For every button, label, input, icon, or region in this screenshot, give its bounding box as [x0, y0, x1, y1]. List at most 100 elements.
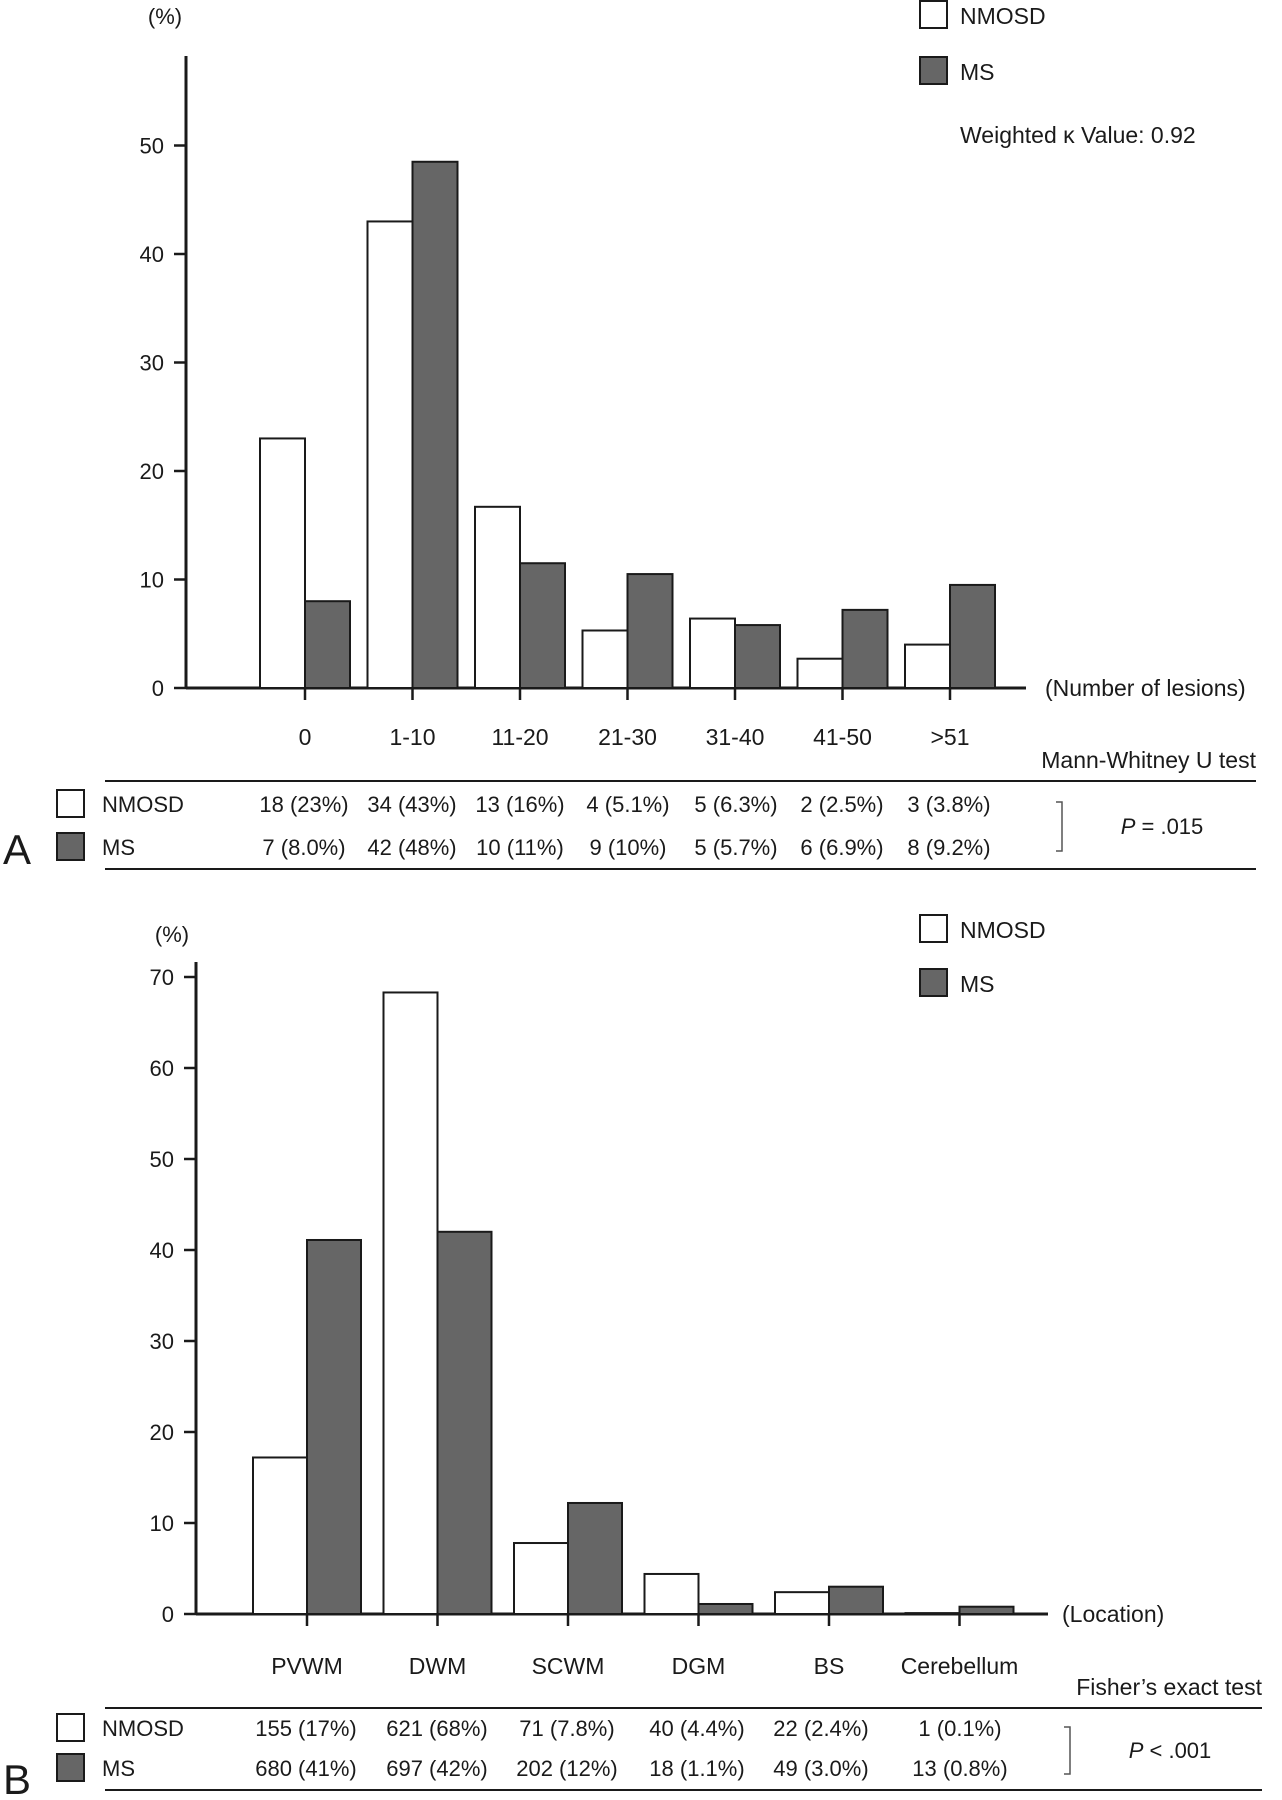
table-cell: 680 (41%): [255, 1756, 357, 1781]
table-cell: 18 (1.1%): [649, 1756, 744, 1781]
table-cell: 202 (12%): [516, 1756, 618, 1781]
y-tick-label: 30: [150, 1329, 174, 1354]
row-swatch-ms: [56, 832, 85, 861]
bar-ms-3: [697, 1602, 754, 1615]
y-tick-label: 10: [140, 568, 164, 593]
bar-nmosd-3: [643, 1572, 700, 1615]
table-cell: 49 (3.0%): [773, 1756, 868, 1781]
annotation: Weighted κ Value: 0.92: [960, 122, 1196, 148]
bar-ms-1: [436, 1230, 493, 1616]
table-cell: 9 (10%): [589, 835, 666, 860]
table-cell: 7 (8.0%): [262, 835, 345, 860]
table-cell: 18 (23%): [259, 792, 348, 817]
row-label-ms: MS: [102, 1756, 135, 1781]
panel-a: 0 10 20 30 40 50 (%) 0 1-10 11-20 21-30 31-40 41-50 >…: [3, 0, 1257, 873]
p-symbol: P: [1129, 1738, 1144, 1763]
row-swatch-ms: [56, 1753, 85, 1782]
p-value: P < .001: [1129, 1738, 1212, 1763]
y-tick-label: 50: [140, 134, 164, 159]
bar-ms-5: [958, 1605, 1015, 1615]
bar-nmosd-2: [474, 505, 521, 689]
legend-swatch-nmosd: [919, 914, 948, 943]
row-label-nmosd: NMOSD: [102, 1716, 184, 1741]
row-label-ms: MS: [102, 835, 135, 860]
legend-swatch-nmosd: [919, 0, 948, 29]
p-value: P = .015: [1121, 814, 1204, 839]
table-cell: 13 (0.8%): [912, 1756, 1007, 1781]
table-cell: 8 (9.2%): [907, 835, 990, 860]
bar-nmosd-5: [796, 657, 844, 690]
row-label-nmosd: NMOSD: [102, 792, 184, 817]
legend-label-nmosd: NMOSD: [960, 917, 1046, 943]
bar-nmosd-4: [774, 1591, 830, 1616]
table-cell: 5 (5.7%): [694, 835, 777, 860]
bar-nmosd-1: [382, 991, 439, 1615]
x-tick-label: 1-10: [389, 724, 435, 750]
y-tick-label: 70: [150, 965, 174, 990]
table-cell: 3 (3.8%): [907, 792, 990, 817]
y-tick-label: 40: [150, 1238, 174, 1263]
table-cell: 34 (43%): [367, 792, 456, 817]
bar-nmosd-0: [259, 437, 306, 690]
p-bracket: [1056, 801, 1063, 852]
x-tick-label: 0: [299, 724, 312, 750]
x-tick-label: 31-40: [706, 724, 765, 750]
y-tick-label: 10: [150, 1511, 174, 1536]
table-cell: 1 (0.1%): [918, 1716, 1001, 1741]
x-tick-label: DGM: [672, 1653, 726, 1679]
bar-ms-1: [411, 160, 459, 689]
x-tick-label: 41-50: [813, 724, 872, 750]
table-cell: 42 (48%): [367, 835, 456, 860]
y-tick-label: 0: [152, 676, 164, 701]
x-tick-label: >51: [930, 724, 969, 750]
bar-ms-6: [949, 583, 996, 689]
y-tick-label: 40: [140, 242, 164, 267]
y-tick-label: 0: [162, 1602, 174, 1627]
bar-ms-0: [304, 600, 351, 690]
x-tick-label: BS: [814, 1653, 845, 1679]
x-tick-label: 11-20: [491, 724, 548, 750]
p-text: = .015: [1135, 814, 1203, 839]
x-axis-label: (Location): [1062, 1601, 1164, 1627]
table-cell: 2 (2.5%): [800, 792, 883, 817]
table-cell: 40 (4.4%): [649, 1716, 744, 1741]
table-cell: 5 (6.3%): [694, 792, 777, 817]
legend: NMOSD MS: [919, 914, 1046, 997]
legend-swatch-ms: [919, 968, 948, 997]
panel-b: 0 10 20 30 40 50 60 70 (%) PVWM DWM SCWM DGM BS Cerebe…: [3, 914, 1263, 1800]
x-tick-label: 21-30: [598, 724, 657, 750]
y-unit-label: (%): [155, 922, 189, 947]
table-cell: 10 (11%): [476, 835, 564, 860]
y-unit-label: (%): [148, 4, 182, 29]
bar-ms-2: [567, 1501, 623, 1615]
x-tick-label: SCWM: [532, 1653, 605, 1679]
bar-nmosd-0: [252, 1456, 308, 1615]
test-name: Fisher’s exact test: [1076, 1674, 1262, 1700]
table-cell: 621 (68%): [386, 1716, 488, 1741]
row-swatch-nmosd: [56, 1713, 85, 1742]
legend-label-ms: MS: [960, 971, 995, 997]
bar-ms-5: [841, 608, 889, 690]
test-name: Mann-Whitney U test: [1041, 747, 1256, 773]
table-cell: 6 (6.9%): [800, 835, 883, 860]
p-bracket: [1064, 1726, 1071, 1775]
legend-swatch-ms: [919, 56, 948, 85]
p-text: < .001: [1143, 1738, 1211, 1763]
stats-table: Fisher’s exact test NMOSD 155 (17%) 621 (68…: [56, 1674, 1263, 1791]
legend-label-ms: MS: [960, 59, 995, 85]
x-tick-label: DWM: [409, 1653, 466, 1679]
table-cell: 13 (16%): [475, 792, 564, 817]
bar-nmosd-6: [904, 643, 951, 689]
x-axis-label: (Number of lesions): [1045, 675, 1246, 701]
y-tick-label: 20: [140, 459, 164, 484]
row-swatch-nmosd: [56, 789, 85, 818]
table-cell: 71 (7.8%): [519, 1716, 614, 1741]
table-cell: 155 (17%): [255, 1716, 357, 1741]
bar-nmosd-3: [581, 629, 629, 689]
bar-ms-3: [626, 573, 674, 690]
stats-table: Mann-Whitney U test NMOSD 18 (23%) 34 (43%)…: [56, 747, 1257, 870]
legend-label-nmosd: NMOSD: [960, 3, 1046, 29]
p-symbol: P: [1121, 814, 1136, 839]
table-cell: 697 (42%): [386, 1756, 488, 1781]
